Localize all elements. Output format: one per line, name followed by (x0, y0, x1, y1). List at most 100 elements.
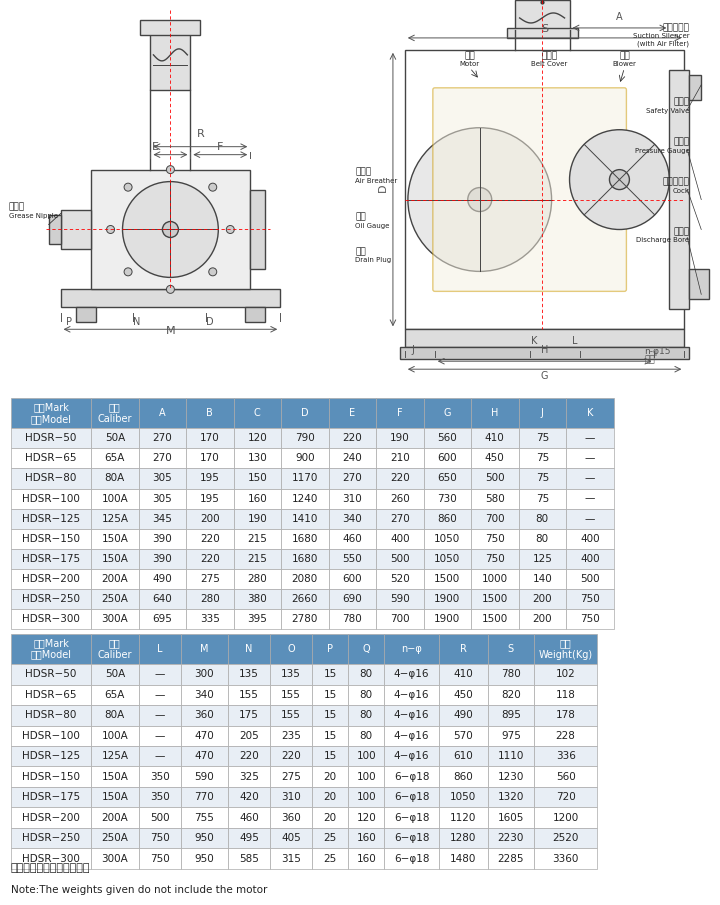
Bar (405, 50, 684, 329)
Text: 100: 100 (356, 772, 376, 782)
Bar (423, 489, 471, 509)
Text: 820: 820 (501, 690, 521, 700)
Bar (328, 469, 376, 489)
Bar (488, 705, 534, 726)
Text: P: P (327, 643, 333, 653)
Text: J: J (541, 408, 544, 418)
Text: 80: 80 (360, 690, 373, 700)
Text: O: O (287, 643, 294, 653)
Bar (328, 398, 376, 428)
Text: 975: 975 (501, 731, 521, 741)
FancyBboxPatch shape (433, 88, 626, 291)
Circle shape (226, 225, 234, 233)
Bar (312, 787, 348, 807)
Bar (348, 807, 384, 828)
Text: 1900: 1900 (434, 614, 460, 624)
Bar (534, 828, 598, 848)
Bar (270, 726, 312, 746)
Bar (566, 398, 613, 428)
Bar (376, 489, 423, 509)
Bar (139, 767, 181, 787)
Bar (11, 609, 91, 629)
Bar (534, 746, 598, 767)
Text: Suction Silencer: Suction Silencer (633, 33, 689, 39)
Text: 350: 350 (150, 772, 169, 782)
Bar (423, 398, 471, 428)
Text: 300A: 300A (102, 614, 128, 624)
Text: 150: 150 (248, 473, 267, 483)
Bar (181, 828, 228, 848)
Bar (518, 428, 566, 448)
Circle shape (107, 225, 114, 233)
Text: 1000: 1000 (482, 574, 508, 584)
Text: 460: 460 (239, 813, 258, 823)
Bar (689, 75, 701, 100)
Bar (384, 746, 439, 767)
Text: 280: 280 (248, 574, 267, 584)
Text: 2230: 2230 (498, 834, 524, 843)
Text: 6−φ18: 6−φ18 (394, 834, 429, 843)
Text: 100A: 100A (102, 731, 128, 741)
Text: 155: 155 (239, 690, 259, 700)
Text: D: D (207, 318, 214, 328)
Bar (312, 726, 348, 746)
Bar (328, 428, 376, 448)
Text: Grease Nipple: Grease Nipple (9, 213, 58, 218)
Text: 400: 400 (580, 534, 600, 544)
Text: 390: 390 (153, 534, 172, 544)
Text: 270: 270 (343, 473, 362, 483)
Text: S: S (508, 643, 514, 653)
Bar (384, 685, 439, 705)
Bar (566, 509, 613, 529)
Bar (348, 705, 384, 726)
Text: C: C (254, 408, 261, 418)
Text: 580: 580 (485, 493, 505, 503)
Text: 160: 160 (356, 834, 376, 843)
Text: M: M (166, 327, 175, 337)
Text: F: F (397, 408, 402, 418)
Text: 3360: 3360 (552, 853, 579, 863)
Text: n-φ15: n-φ15 (644, 348, 671, 357)
Bar (423, 568, 471, 589)
Bar (270, 705, 312, 726)
Text: 120: 120 (356, 813, 376, 823)
Bar (270, 848, 312, 869)
Bar (348, 664, 384, 685)
Bar (471, 609, 518, 629)
Text: E: E (349, 408, 356, 418)
Text: 口径
Caliber: 口径 Caliber (98, 638, 132, 660)
Bar (488, 634, 534, 664)
Text: 1680: 1680 (292, 534, 318, 544)
Bar (228, 634, 270, 664)
Text: 500: 500 (390, 554, 410, 564)
Text: 695: 695 (153, 614, 172, 624)
Text: 4−φ16: 4−φ16 (394, 710, 429, 720)
Bar (518, 398, 566, 428)
Text: L: L (572, 337, 577, 347)
Text: 336: 336 (556, 751, 575, 761)
Bar (439, 807, 488, 828)
Text: 750: 750 (150, 853, 169, 863)
Text: 305: 305 (153, 493, 172, 503)
Text: HDSR−200: HDSR−200 (22, 574, 80, 584)
Bar (139, 664, 181, 685)
Bar (376, 428, 423, 448)
Text: 125A: 125A (102, 514, 128, 524)
Text: 310: 310 (343, 493, 362, 503)
Bar (91, 428, 139, 448)
Text: A: A (616, 12, 623, 22)
Bar (186, 548, 233, 568)
Bar (488, 664, 534, 685)
Text: 記号Mark
型式Model: 記号Mark 型式Model (30, 638, 71, 660)
Text: 700: 700 (485, 514, 505, 524)
Text: 135: 135 (281, 670, 301, 680)
Text: 1170: 1170 (292, 473, 318, 483)
Text: 口径
Caliber: 口径 Caliber (98, 403, 132, 424)
Bar (566, 548, 613, 568)
Bar (11, 509, 91, 529)
Text: HDSR−80: HDSR−80 (25, 473, 76, 483)
Text: 65A: 65A (104, 453, 125, 463)
Bar (91, 568, 139, 589)
Bar (405, 329, 684, 348)
Text: 335: 335 (200, 614, 220, 624)
